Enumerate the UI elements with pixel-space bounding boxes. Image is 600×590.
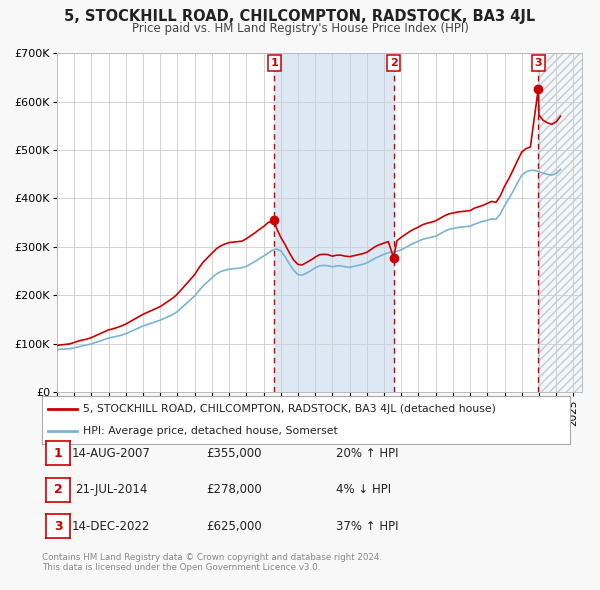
Text: 21-JUL-2014: 21-JUL-2014 [75,483,147,496]
Text: Contains HM Land Registry data © Crown copyright and database right 2024.: Contains HM Land Registry data © Crown c… [42,553,382,562]
Text: £625,000: £625,000 [206,520,262,533]
Text: 37% ↑ HPI: 37% ↑ HPI [336,520,398,533]
Text: 5, STOCKHILL ROAD, CHILCOMPTON, RADSTOCK, BA3 4JL (detached house): 5, STOCKHILL ROAD, CHILCOMPTON, RADSTOCK… [83,404,496,414]
Text: 1: 1 [271,58,278,68]
Bar [538,53,582,392]
Text: 14-DEC-2022: 14-DEC-2022 [72,520,150,533]
Bar [538,53,582,392]
Text: 3: 3 [54,520,62,533]
Text: HPI: Average price, detached house, Somerset: HPI: Average price, detached house, Some… [83,426,337,436]
Text: 1: 1 [54,447,62,460]
Bar [538,53,582,392]
Text: 5, STOCKHILL ROAD, CHILCOMPTON, RADSTOCK, BA3 4JL: 5, STOCKHILL ROAD, CHILCOMPTON, RADSTOCK… [64,9,536,24]
Text: 4% ↓ HPI: 4% ↓ HPI [336,483,391,496]
Text: 3: 3 [535,58,542,68]
Text: This data is licensed under the Open Government Licence v3.0.: This data is licensed under the Open Gov… [42,563,320,572]
Text: £278,000: £278,000 [206,483,262,496]
Bar [274,53,394,392]
Text: 14-AUG-2007: 14-AUG-2007 [71,447,151,460]
Text: £355,000: £355,000 [206,447,262,460]
Text: 2: 2 [54,483,62,496]
Text: Price paid vs. HM Land Registry's House Price Index (HPI): Price paid vs. HM Land Registry's House … [131,22,469,35]
Text: 2: 2 [389,58,397,68]
Text: 20% ↑ HPI: 20% ↑ HPI [336,447,398,460]
